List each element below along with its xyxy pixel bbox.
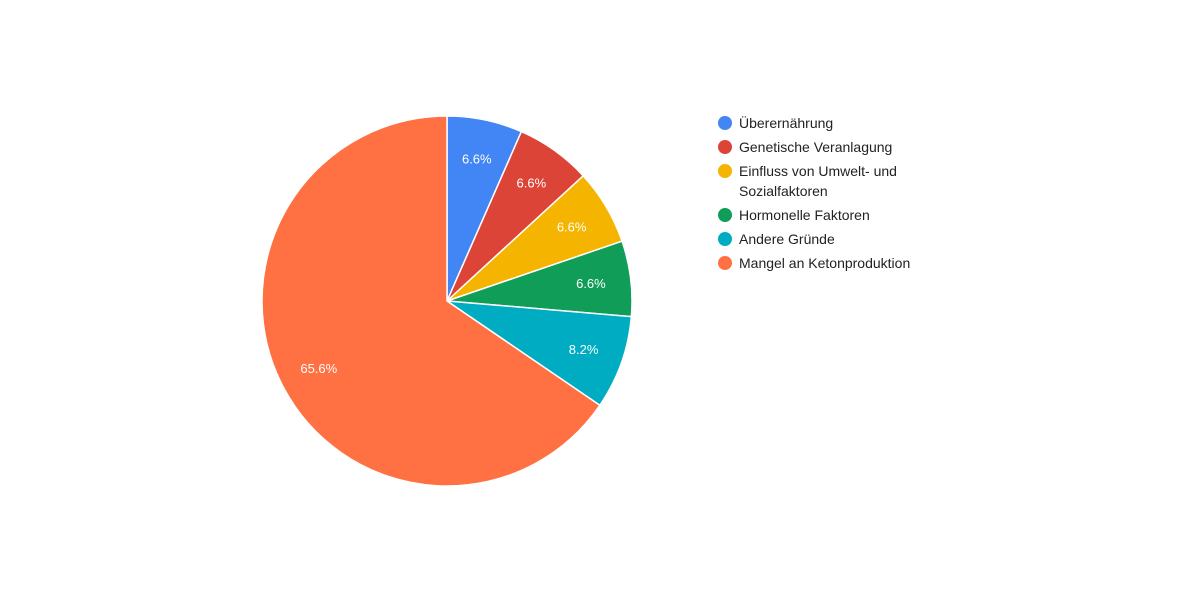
slice-data-label-0: 6.6% xyxy=(462,152,492,167)
legend-marker-2 xyxy=(718,164,732,178)
legend-item-5[interactable]: Mangel an Ketonproduktion xyxy=(718,253,958,273)
slice-data-label-3: 6.6% xyxy=(576,276,606,291)
legend-item-0[interactable]: Überernährung xyxy=(718,113,958,133)
legend-marker-0 xyxy=(718,116,732,130)
pie-slice-5[interactable] xyxy=(261,115,601,487)
legend-marker-5 xyxy=(718,256,732,270)
legend-item-2[interactable]: Einfluss von Umwelt- und Sozialfaktoren xyxy=(718,161,958,201)
legend: Überernährung Genetische Veranlagung Einfl… xyxy=(718,113,958,277)
slice-data-label-5: 65.6% xyxy=(300,361,337,376)
legend-marker-4 xyxy=(718,232,732,246)
legend-label-1: Genetische Veranlagung xyxy=(739,139,893,155)
slice-data-label-4: 8.2% xyxy=(569,342,599,357)
legend-item-3[interactable]: Hormonelle Faktoren xyxy=(718,205,958,225)
legend-item-4[interactable]: Andere Gründe xyxy=(718,229,958,249)
legend-label-0: Überernährung xyxy=(739,115,834,131)
pie-slice-4[interactable] xyxy=(444,300,633,407)
legend-label-5: Mangel an Ketonproduktion xyxy=(739,255,911,271)
legend-label-3: Hormonelle Faktoren xyxy=(739,207,870,223)
legend-label-4: Andere Gründe xyxy=(739,231,835,247)
legend-marker-3 xyxy=(718,208,732,222)
slice-data-label-1: 6.6% xyxy=(517,176,547,191)
legend-marker-1 xyxy=(718,140,732,154)
legend-label-2: Einfluss von Umwelt- und Sozialfaktoren xyxy=(739,163,897,199)
legend-item-1[interactable]: Genetische Veranlagung xyxy=(718,137,958,157)
slice-data-label-2: 6.6% xyxy=(557,219,587,234)
